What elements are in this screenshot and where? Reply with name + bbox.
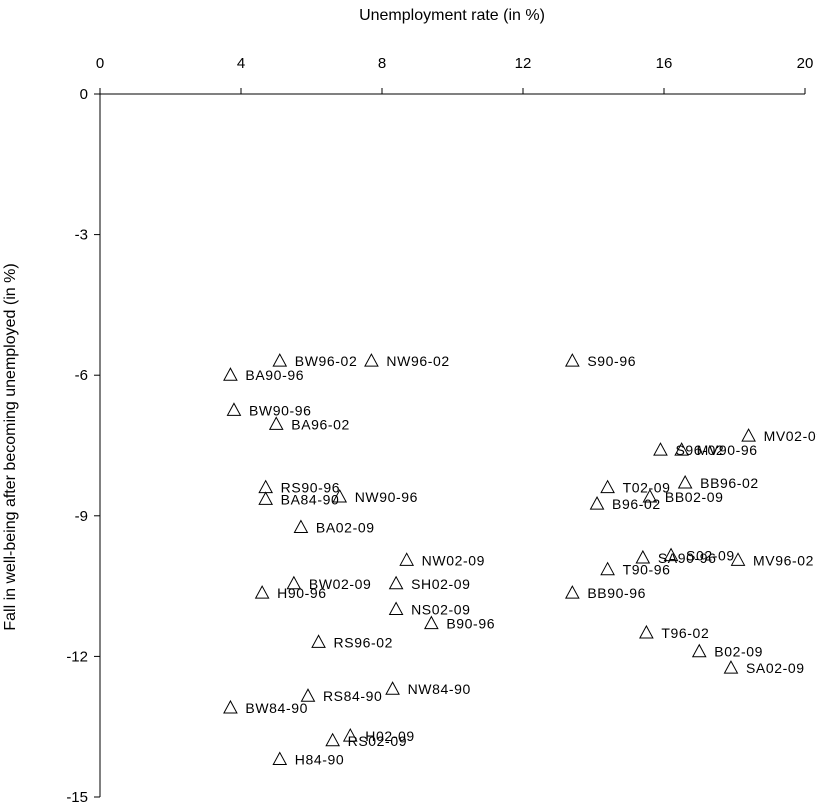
- data-point-marker: [388, 601, 404, 616]
- data-point-label: NW96-02: [386, 353, 449, 369]
- axes: 0 4 8 12 16 20 0 -3 -6 -9 -12 -15: [66, 55, 813, 805]
- data-point-label: B90-96: [446, 616, 495, 632]
- data-point-marker: [364, 353, 379, 367]
- data-point-marker: [691, 643, 707, 658]
- data-point-label: NW84-90: [408, 681, 471, 697]
- y-tick-label: -15: [66, 789, 88, 805]
- data-point-marker: [223, 699, 238, 714]
- y-tick-label: -12: [66, 648, 88, 665]
- y-tick-label: -3: [75, 227, 88, 244]
- data-point-label: H02-09: [365, 728, 415, 744]
- data-point-marker: [268, 416, 284, 430]
- data-point-label: RS96-02: [334, 634, 393, 650]
- data-point-marker: [639, 624, 654, 639]
- data-point-marker: [258, 479, 274, 494]
- data-point-label: S90-96: [587, 353, 636, 369]
- data-point-marker: [385, 681, 400, 695]
- data-point-label: SH02-09: [411, 576, 470, 592]
- data-point-marker: [226, 402, 242, 416]
- data-point-marker: [293, 519, 309, 534]
- x-tick-label: 12: [515, 55, 532, 72]
- data-point-marker: [272, 751, 288, 766]
- data-point-label: B96-02: [612, 496, 661, 512]
- data-point-marker: [723, 660, 739, 674]
- data-point-marker: [286, 575, 302, 590]
- data-point-marker: [600, 479, 615, 494]
- x-tick-label: 16: [656, 55, 673, 72]
- data-point-label: RS02-09: [348, 733, 407, 749]
- data-point-label: SA90-96: [658, 550, 717, 566]
- data-point-label: T96-02: [661, 625, 709, 641]
- data-point-marker: [424, 615, 439, 630]
- data-point-marker: [223, 367, 238, 381]
- data-point-marker: [730, 552, 746, 566]
- data-point-label: BW90-96: [249, 402, 312, 418]
- data-point-marker: [399, 552, 415, 566]
- x-tick-label: 20: [797, 55, 814, 72]
- data-point-label: MV90-96: [697, 442, 758, 458]
- data-point-marker: [311, 634, 326, 648]
- data-point-label: SA02-09: [746, 660, 805, 676]
- data-point-marker: [653, 442, 668, 456]
- data-point-marker: [565, 353, 580, 367]
- data-point-label: BA90-96: [245, 367, 304, 383]
- data-point-marker: [325, 732, 340, 747]
- data-point-marker: [600, 561, 615, 576]
- data-point-label: BW96-02: [295, 353, 358, 369]
- y-tick-label: -6: [75, 367, 88, 384]
- data-point-marker: [388, 575, 404, 590]
- data-point-label: BW84-90: [245, 700, 308, 716]
- data-point-label: BA84-90: [281, 491, 340, 507]
- data-point-marker: [272, 353, 288, 367]
- data-point-label: H90-96: [277, 585, 327, 601]
- data-point-marker: [677, 474, 693, 489]
- data-point-label: T90-96: [623, 562, 671, 578]
- data-point-label: BB02-09: [665, 489, 724, 505]
- data-point-label: RS84-90: [323, 688, 382, 704]
- data-point-marker: [741, 428, 756, 442]
- data-point-label: B02-09: [714, 644, 763, 660]
- data-point-marker: [674, 442, 689, 456]
- data-point-label: H84-90: [295, 752, 345, 768]
- x-tick-label: 8: [378, 55, 386, 72]
- data-point-marker: [332, 489, 348, 503]
- data-point-label: T02-09: [623, 480, 671, 496]
- data-point-marker: [642, 489, 658, 503]
- data-point-label: BA02-09: [316, 520, 375, 536]
- data-point-label: MV02-09: [764, 428, 817, 444]
- x-tick-label: 4: [237, 55, 245, 72]
- data-point-marker: [589, 496, 605, 510]
- y-axis-title: Fall in well-being after becoming unempl…: [2, 263, 19, 630]
- data-point-label: MV96-02: [753, 552, 814, 568]
- y-tick-label: 0: [80, 86, 88, 103]
- data-point-label: BA96-02: [291, 416, 350, 432]
- data-point-marker: [342, 728, 358, 742]
- data-point-label: RS90-96: [281, 480, 340, 496]
- data-point-label: NS02-09: [411, 602, 470, 618]
- data-points: BW96-02 NW96-02 S90-96 BA90-96 BW90-96BA96-0…: [223, 353, 817, 768]
- x-axis-title: Unemployment rate (in %): [359, 7, 545, 24]
- data-point-label: S02-09: [686, 548, 735, 564]
- data-point-label: NW02-09: [422, 552, 485, 568]
- data-point-marker: [565, 585, 580, 599]
- y-tick-label: -9: [75, 508, 88, 525]
- data-point-marker: [258, 491, 274, 505]
- data-point-label: BB90-96: [587, 585, 646, 601]
- data-point-label: NW90-96: [355, 489, 418, 505]
- data-point-marker: [254, 585, 270, 599]
- data-point-label: BW02-09: [309, 576, 372, 592]
- data-point-marker: [635, 549, 651, 564]
- data-point-marker: [663, 547, 679, 562]
- x-tick-label: 0: [96, 55, 104, 72]
- data-point-marker: [300, 688, 316, 702]
- data-point-label: BB96-02: [700, 475, 759, 491]
